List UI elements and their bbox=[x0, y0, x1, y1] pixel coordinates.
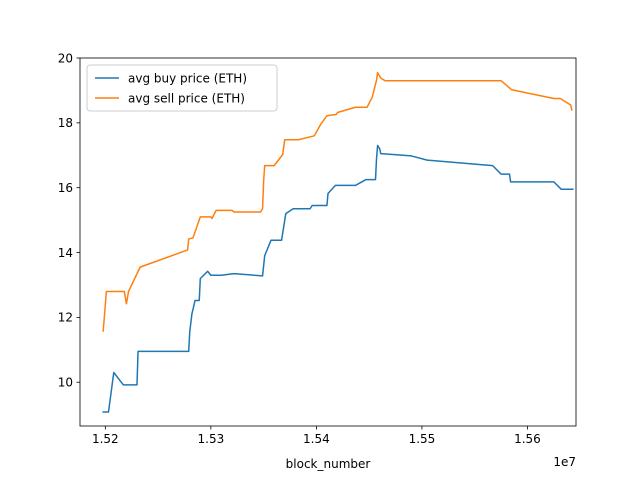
y-tick-label: 12 bbox=[58, 311, 73, 325]
y-tick-label: 16 bbox=[58, 181, 73, 195]
x-axis-offset-label: 1e7 bbox=[553, 455, 576, 469]
x-tick-label: 1.55 bbox=[409, 432, 436, 446]
y-tick-label: 10 bbox=[58, 376, 73, 390]
legend-entry-label: avg sell price (ETH) bbox=[128, 91, 245, 105]
series-layer bbox=[102, 71, 574, 413]
legend-box bbox=[86, 64, 278, 112]
x-axis-label: block_number bbox=[286, 457, 371, 471]
x-tick-label: 1.54 bbox=[303, 432, 330, 446]
legend-entry-label: avg buy price (ETH) bbox=[128, 71, 247, 85]
x-tick-label: 1.52 bbox=[92, 432, 119, 446]
y-axis-ticks: 10 12 14 16 18 20 bbox=[58, 51, 80, 390]
y-tick-label: 20 bbox=[58, 51, 73, 65]
axes-frame bbox=[79, 57, 577, 427]
y-tick-label: 18 bbox=[58, 116, 73, 130]
series-line-avg-sell-price bbox=[102, 71, 573, 332]
y-tick-label: 14 bbox=[58, 246, 73, 260]
x-axis-ticks: 1.52 1.53 1.54 1.55 1.56 bbox=[92, 426, 541, 446]
x-tick-label: 1.56 bbox=[514, 432, 541, 446]
legend: avg buy price (ETH) avg sell price (ETH) bbox=[86, 64, 278, 112]
x-tick-label: 1.53 bbox=[198, 432, 225, 446]
series-line-avg-buy-price bbox=[102, 144, 574, 413]
